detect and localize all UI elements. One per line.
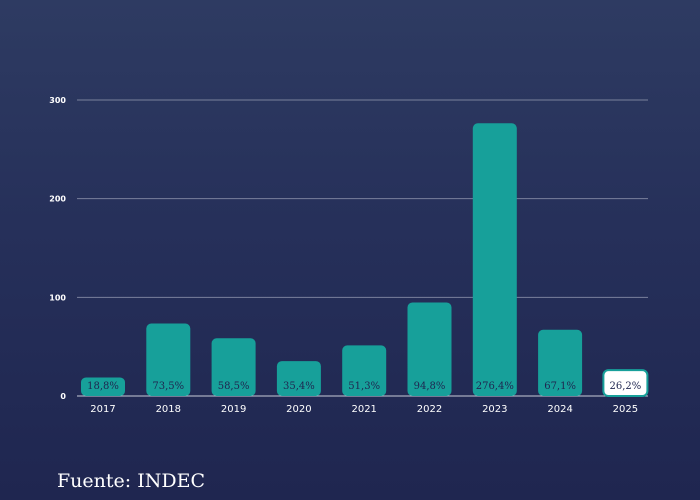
label-layer: 18,8% 2017 73,5% 2018 58,5% 2019 35,4% 2020 51,3… [87,381,641,415]
value-label: 67,1% [544,381,576,392]
value-label: 26,2% [610,381,642,392]
value-label: 18,8% [87,381,119,392]
bar-2025 [602,369,649,397]
x-tick-label: 2024 [547,404,572,415]
x-tick-label: 2017 [90,404,115,415]
bar-layer [81,123,649,397]
y-tick-label: 300 [49,96,66,105]
value-label: 94,8% [414,381,446,392]
x-tick-label: 2022 [417,404,442,415]
x-tick-label: 2018 [156,404,181,415]
value-label: 73,5% [152,381,184,392]
bar-2024 [538,329,583,396]
bar-2018 [146,323,191,396]
value-label: 58,5% [218,381,250,392]
y-tick-label: 0 [60,392,66,401]
x-tick-label: 2020 [286,404,311,415]
bar-2023 [472,123,517,396]
x-tick-label: 2025 [613,404,638,415]
bar-chart: 0 100 200 300 18,8% 2017 73,5% 2018 58,5% 2019 35… [49,96,649,415]
bar-2021 [342,345,387,396]
bar-2020 [276,361,321,396]
value-label: 51,3% [348,381,380,392]
y-tick-label: 100 [49,293,66,302]
y-tick-label: 200 [49,195,66,204]
source-note: Fuente: INDEC [57,470,205,492]
bar-2019 [211,338,256,396]
x-tick-label: 2019 [221,404,246,415]
x-tick-label: 2023 [482,404,507,415]
x-tick-label: 2021 [351,404,376,415]
bar-2017 [81,377,125,396]
value-label: 276,4% [476,381,514,392]
bar-2022 [407,302,452,396]
value-label: 35,4% [283,381,315,392]
